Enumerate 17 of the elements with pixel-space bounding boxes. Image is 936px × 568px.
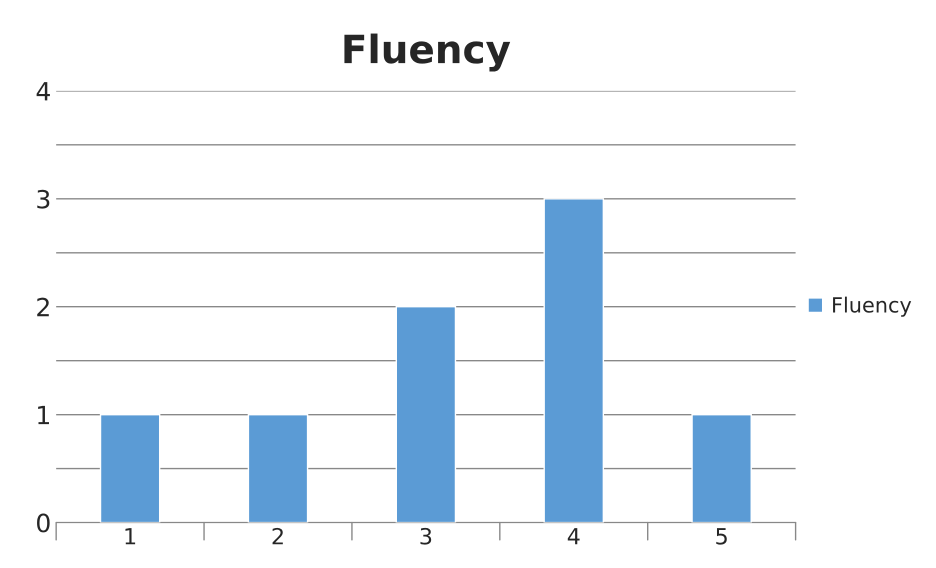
x-tick-label: 1 (125, 528, 136, 544)
x-tick-label: 4 (568, 528, 580, 544)
x-tick-label: 2 (272, 528, 283, 544)
bar (100, 414, 160, 523)
chart-title: Fluency (344, 34, 510, 72)
y-tick-label: 2 (37, 298, 49, 316)
x-tick-label: 3 (420, 528, 432, 545)
x-tick-label: 5 (716, 528, 727, 545)
bar (396, 306, 456, 523)
bar (248, 414, 308, 523)
y-tick-label: 1 (38, 406, 49, 424)
bar (691, 414, 752, 523)
legend-label: Fluency (833, 296, 912, 317)
y-tick-label: 4 (36, 82, 50, 100)
y-tick-label: 3 (37, 190, 50, 209)
bar (543, 198, 604, 523)
y-tick-label: 0 (37, 514, 50, 532)
